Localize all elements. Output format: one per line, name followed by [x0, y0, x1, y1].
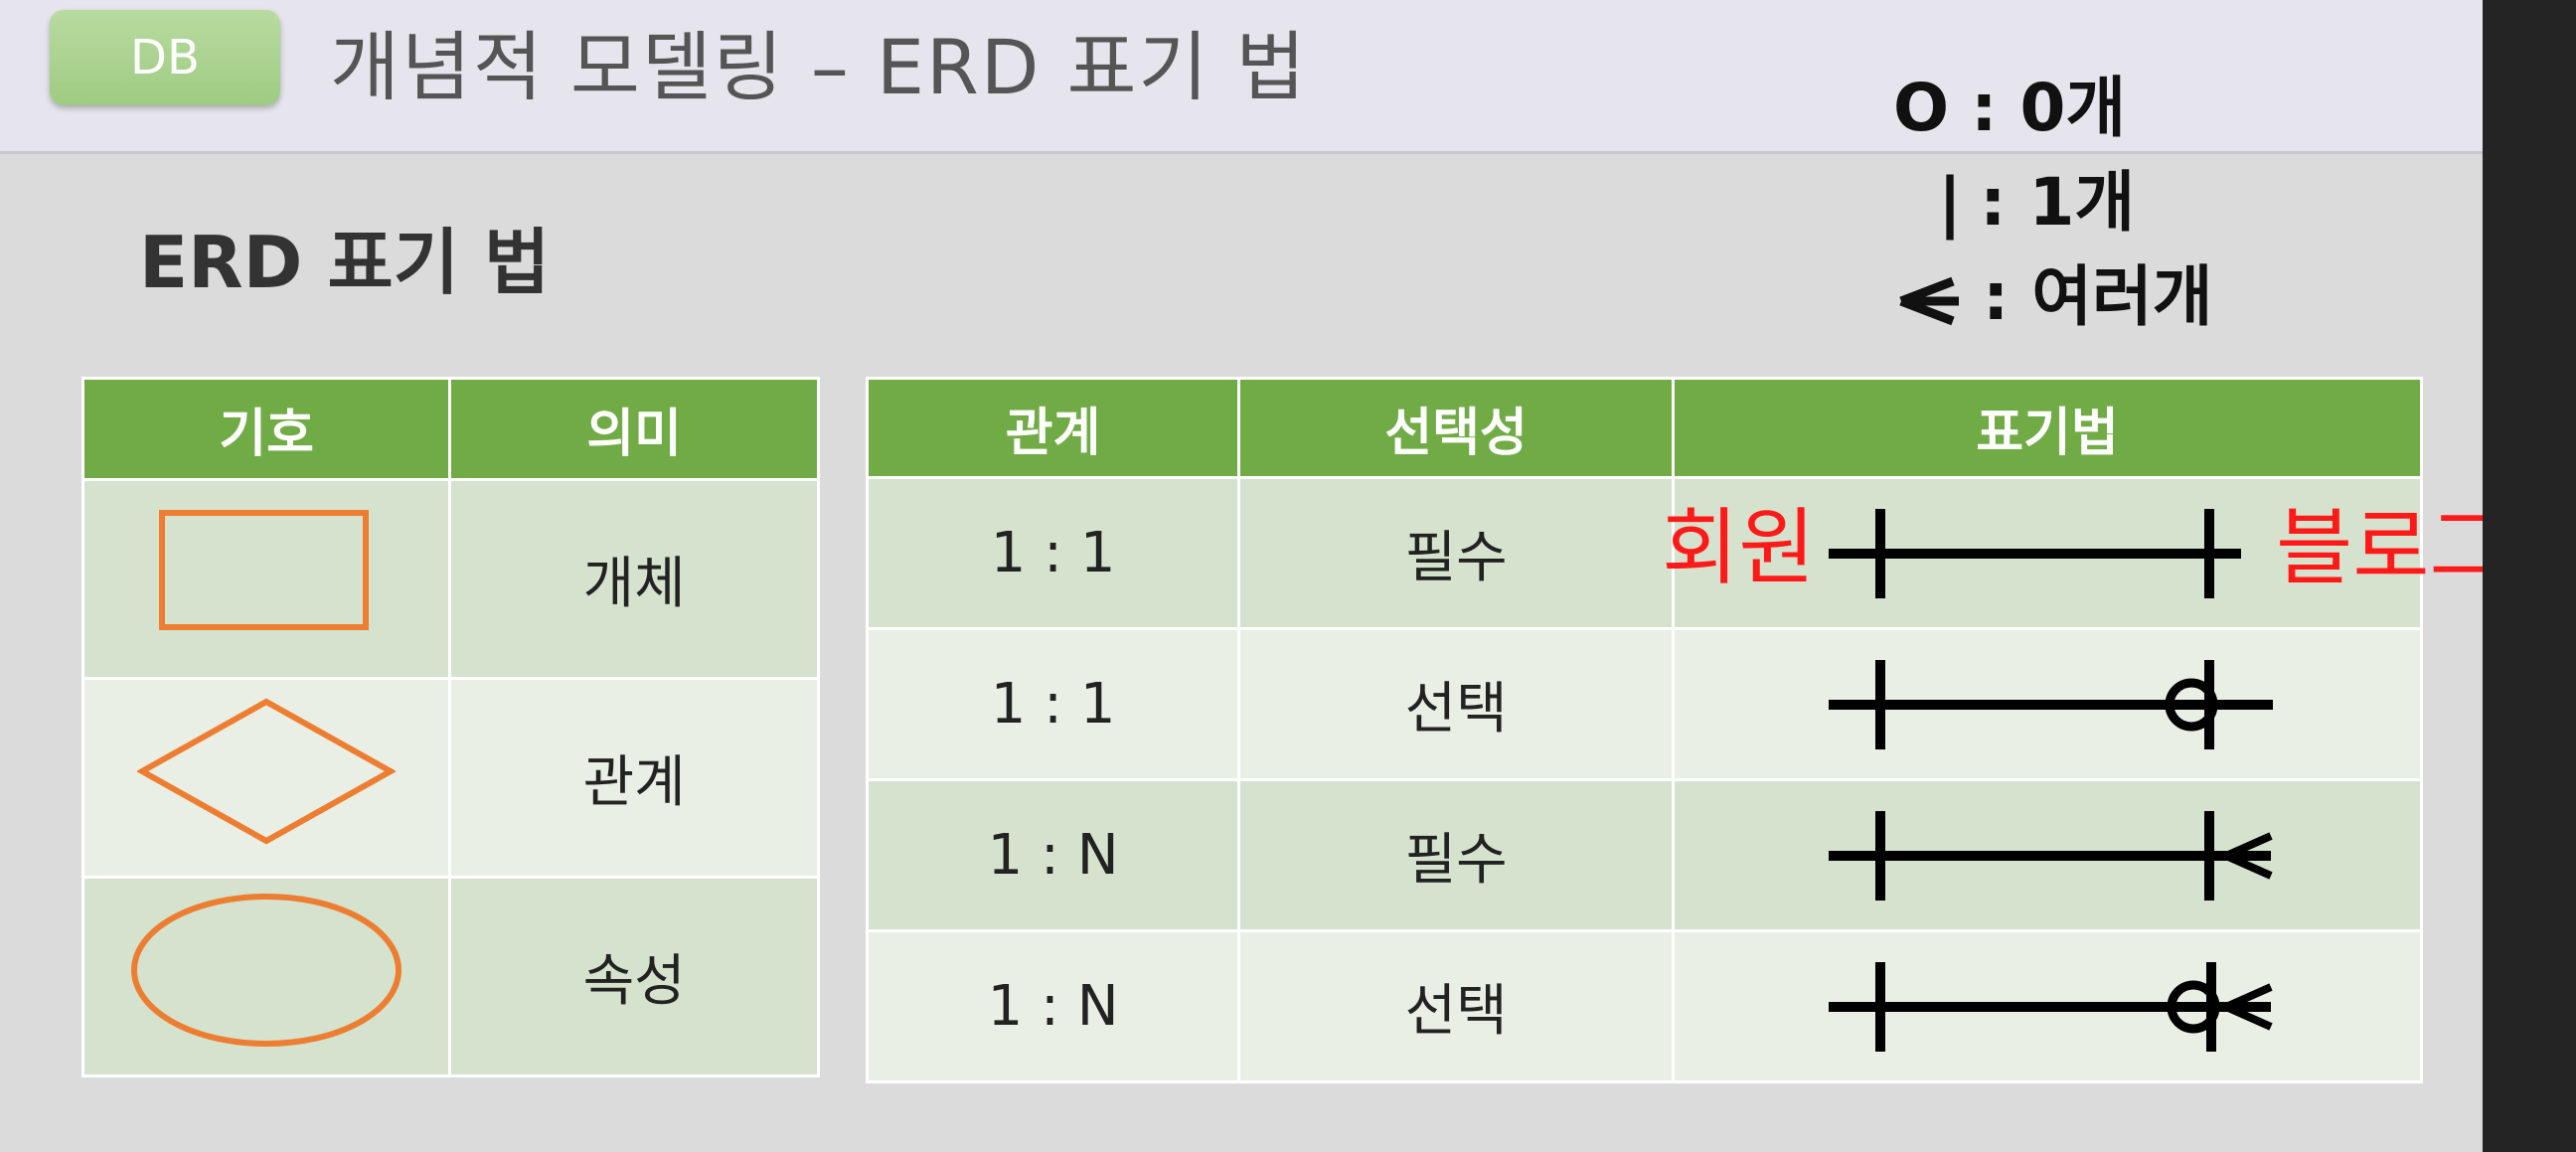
meaning-cell: 관계	[448, 677, 820, 879]
table-row: 관계	[80, 677, 820, 879]
legend: O : 0개 |: 1개 : 여러개	[1893, 55, 2311, 343]
rectangle-icon	[159, 509, 370, 630]
relation-cell: 1 : 1	[865, 627, 1241, 781]
notation-one-optional-icon	[1828, 659, 2273, 749]
relation-cell: 1 : 1	[865, 476, 1241, 630]
dark-side-strip	[2483, 0, 2576, 1152]
notation-cell	[1671, 627, 2424, 781]
col-header-notation: 표기법	[1671, 377, 2424, 479]
ellipse-icon	[131, 893, 402, 1047]
notation-cell	[1671, 476, 2424, 630]
legend-zero: O : 0개	[1893, 55, 2126, 150]
meaning-cell: 개체	[448, 478, 820, 680]
db-badge: DB	[50, 10, 280, 105]
table-row: 개체	[80, 478, 820, 680]
col-header-optionality: 선택성	[1237, 377, 1675, 479]
annotation-blog: 블로그	[2276, 499, 2506, 596]
notation-cell	[1671, 778, 2424, 932]
meaning-cell: 속성	[448, 876, 820, 1077]
relation-cell: 1 : N	[865, 929, 1241, 1083]
symbol-table: 기호 의미 개체 관계 속성	[80, 377, 820, 1077]
annotation-member: 회원	[1662, 499, 1816, 596]
optionality-cell: 필수	[1237, 476, 1675, 630]
optionality-cell: 선택	[1237, 627, 1675, 781]
page-title: 개념적 모델링 – ERD 표기 법	[330, 23, 1308, 111]
legend-many: : 여러개	[1893, 244, 2213, 339]
section-title: ERD 표기 법	[139, 221, 551, 304]
notation-many-optional-icon	[1828, 961, 2273, 1052]
relation-cell: 1 : N	[865, 778, 1241, 932]
notation-one-mandatory-icon	[1828, 508, 2241, 598]
legend-zero-label: : 0개	[1971, 70, 2127, 146]
col-header-symbol: 기호	[80, 377, 452, 481]
notation-many-mandatory-icon	[1828, 810, 2273, 901]
col-header-relation: 관계	[865, 377, 1241, 479]
symbol-cell	[80, 478, 452, 680]
notation-cell	[1671, 929, 2424, 1083]
slide-header: DB 개념적 모델링 – ERD 표기 법	[0, 0, 2483, 154]
relation-table: 관계 선택성 표기법 1 : 1 필수 1 : 1 선택	[865, 377, 2424, 1083]
col-header-meaning: 의미	[448, 377, 820, 481]
table-row: 1 : 1 선택	[865, 627, 2424, 781]
table-row: 속성	[80, 876, 820, 1077]
one-symbol: |	[1938, 164, 1963, 241]
zero-symbol: O	[1893, 70, 1950, 146]
optionality-cell: 필수	[1237, 778, 1675, 932]
symbol-cell	[80, 876, 452, 1077]
legend-one: |: 1개	[1938, 149, 2135, 245]
table-row: 1 : N 선택	[865, 929, 2424, 1083]
crow-foot-icon	[1899, 276, 1959, 326]
table-row: 1 : 1 필수	[865, 476, 2424, 630]
legend-one-label: : 1개	[1980, 164, 2136, 241]
legend-many-label: : 여러개	[1983, 258, 2213, 335]
slide: DB 개념적 모델링 – ERD 표기 법 O: 0개 |: 1개 : 여러개 …	[0, 0, 2506, 1083]
diamond-icon	[136, 698, 398, 844]
table-row: 1 : N 필수	[865, 778, 2424, 932]
symbol-cell	[80, 677, 452, 879]
optionality-cell: 선택	[1237, 929, 1675, 1083]
